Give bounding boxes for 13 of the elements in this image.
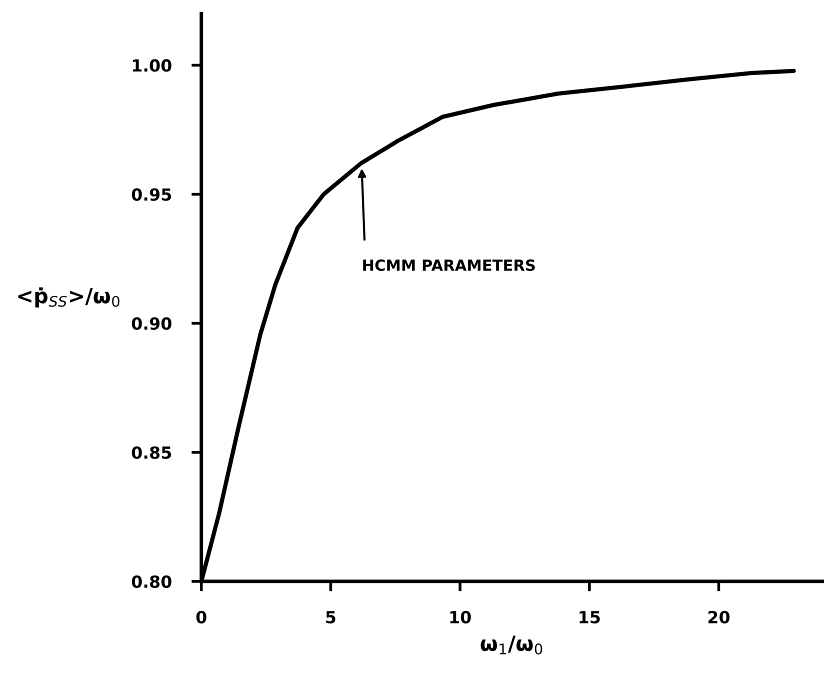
x-axis-title: ω$_{1}$/ω$_{0}$ (480, 636, 542, 654)
y-tick-label: 0.85 (132, 446, 172, 459)
y-tick-label: 1.00 (132, 59, 172, 72)
y-tick-label: 0.95 (132, 188, 172, 201)
x-tick-label: 15 (580, 611, 600, 624)
x-tick-label: 10 (450, 610, 471, 624)
annotation: HCMM PARAMETERS (363, 259, 535, 271)
x-tick-label: 20 (708, 610, 730, 624)
y-axis-title: <ṗ$_{SS}$>/ω$_{0}$ (18, 287, 120, 308)
y-tick-label: 0.80 (132, 575, 172, 588)
y-tick-label: 0.90 (132, 317, 172, 330)
x-tick-label: 5 (326, 611, 336, 624)
x-tick-label: 0 (196, 610, 206, 624)
